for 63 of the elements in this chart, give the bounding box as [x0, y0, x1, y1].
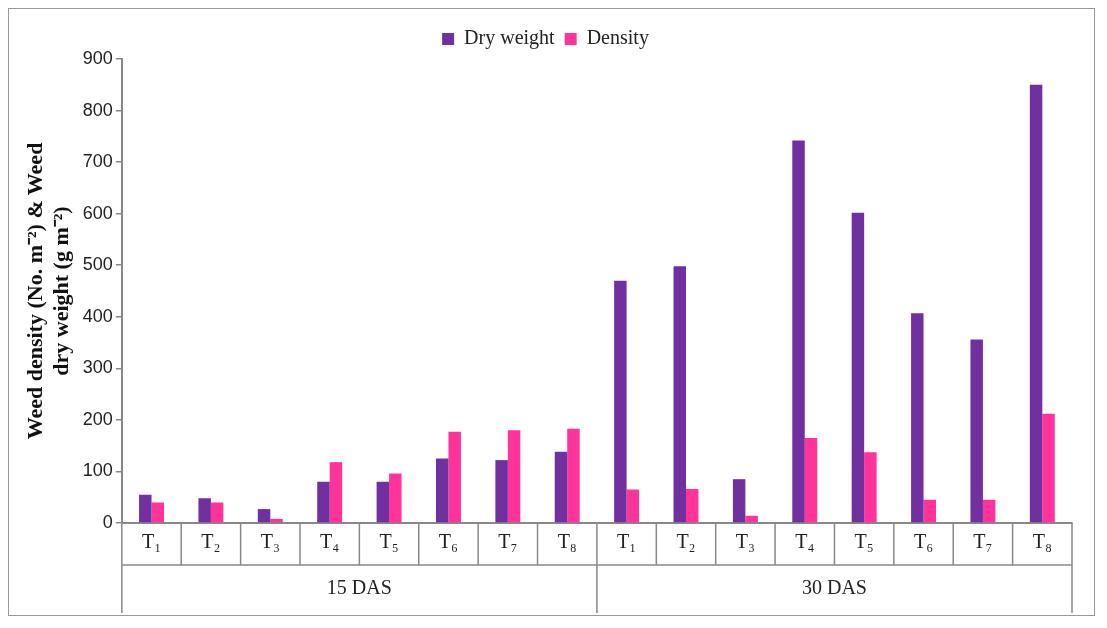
bar	[139, 494, 152, 523]
bar	[804, 437, 818, 523]
y-tick-label: 300	[82, 357, 113, 378]
bar	[982, 499, 996, 523]
y-tick-label: 400	[82, 305, 113, 326]
bar	[745, 515, 758, 523]
bar	[673, 266, 686, 523]
bar	[495, 460, 508, 523]
bar	[1029, 84, 1043, 523]
bar	[389, 473, 402, 523]
x-tick-label: T₄	[320, 530, 340, 553]
x-tick-label: T₃	[735, 530, 755, 553]
y-axis-title: Weed density (No. m⁻²) & Weed dry weight (g m⁻²)	[21, 142, 74, 440]
bar	[376, 481, 390, 523]
y-tick-label: 500	[82, 254, 113, 275]
bar	[792, 140, 805, 523]
bar	[864, 452, 877, 523]
bar	[448, 431, 461, 523]
bar	[317, 481, 330, 523]
bar	[685, 488, 699, 523]
bar	[732, 479, 746, 523]
bar	[151, 502, 164, 523]
x-tick-label: T₆	[438, 530, 459, 553]
bar	[567, 428, 580, 523]
bar	[210, 502, 224, 523]
y-tick-label: 0	[102, 511, 113, 532]
bar	[1042, 413, 1055, 523]
bar	[435, 458, 449, 523]
x-tick-label: T₇	[498, 530, 518, 553]
x-tick-label: T₂	[201, 530, 221, 553]
bar	[851, 212, 865, 523]
bar	[507, 430, 521, 523]
y-tick-label: 200	[82, 408, 113, 429]
x-tick-label: T₆	[913, 530, 934, 553]
x-tick-label: T₁	[141, 530, 162, 553]
bar	[270, 518, 283, 523]
y-tick-label: 100	[82, 460, 113, 481]
bar	[329, 462, 343, 523]
x-tick-label: T₁	[617, 530, 637, 553]
bar	[257, 509, 271, 523]
bar	[554, 451, 568, 523]
x-tick-label: T₂	[676, 530, 696, 553]
text: 15 DAS	[326, 576, 392, 599]
y-tick-label: 600	[82, 202, 113, 223]
x-tick-label: T₃	[260, 530, 280, 553]
bar	[614, 280, 627, 523]
x-tick-label: T₄	[795, 530, 815, 553]
x-tick-label: T₈	[557, 530, 577, 553]
bar	[911, 313, 924, 523]
x-tick-label: T₈	[1032, 530, 1052, 553]
bar	[626, 489, 640, 523]
x-tick-label: T₇	[973, 530, 993, 553]
bar	[198, 498, 211, 523]
legend-label: Density	[586, 26, 649, 50]
y-tick-label: 800	[82, 99, 113, 120]
y-tick-label: 900	[82, 47, 113, 68]
y-tick-label: 700	[82, 151, 113, 172]
x-tick-label: T₅	[854, 530, 874, 553]
x-tick-label: T₅	[379, 530, 399, 553]
bar	[970, 339, 983, 523]
legend-label: Dry weight	[464, 26, 556, 50]
bar	[923, 499, 937, 523]
text: 30 DAS	[801, 576, 867, 599]
